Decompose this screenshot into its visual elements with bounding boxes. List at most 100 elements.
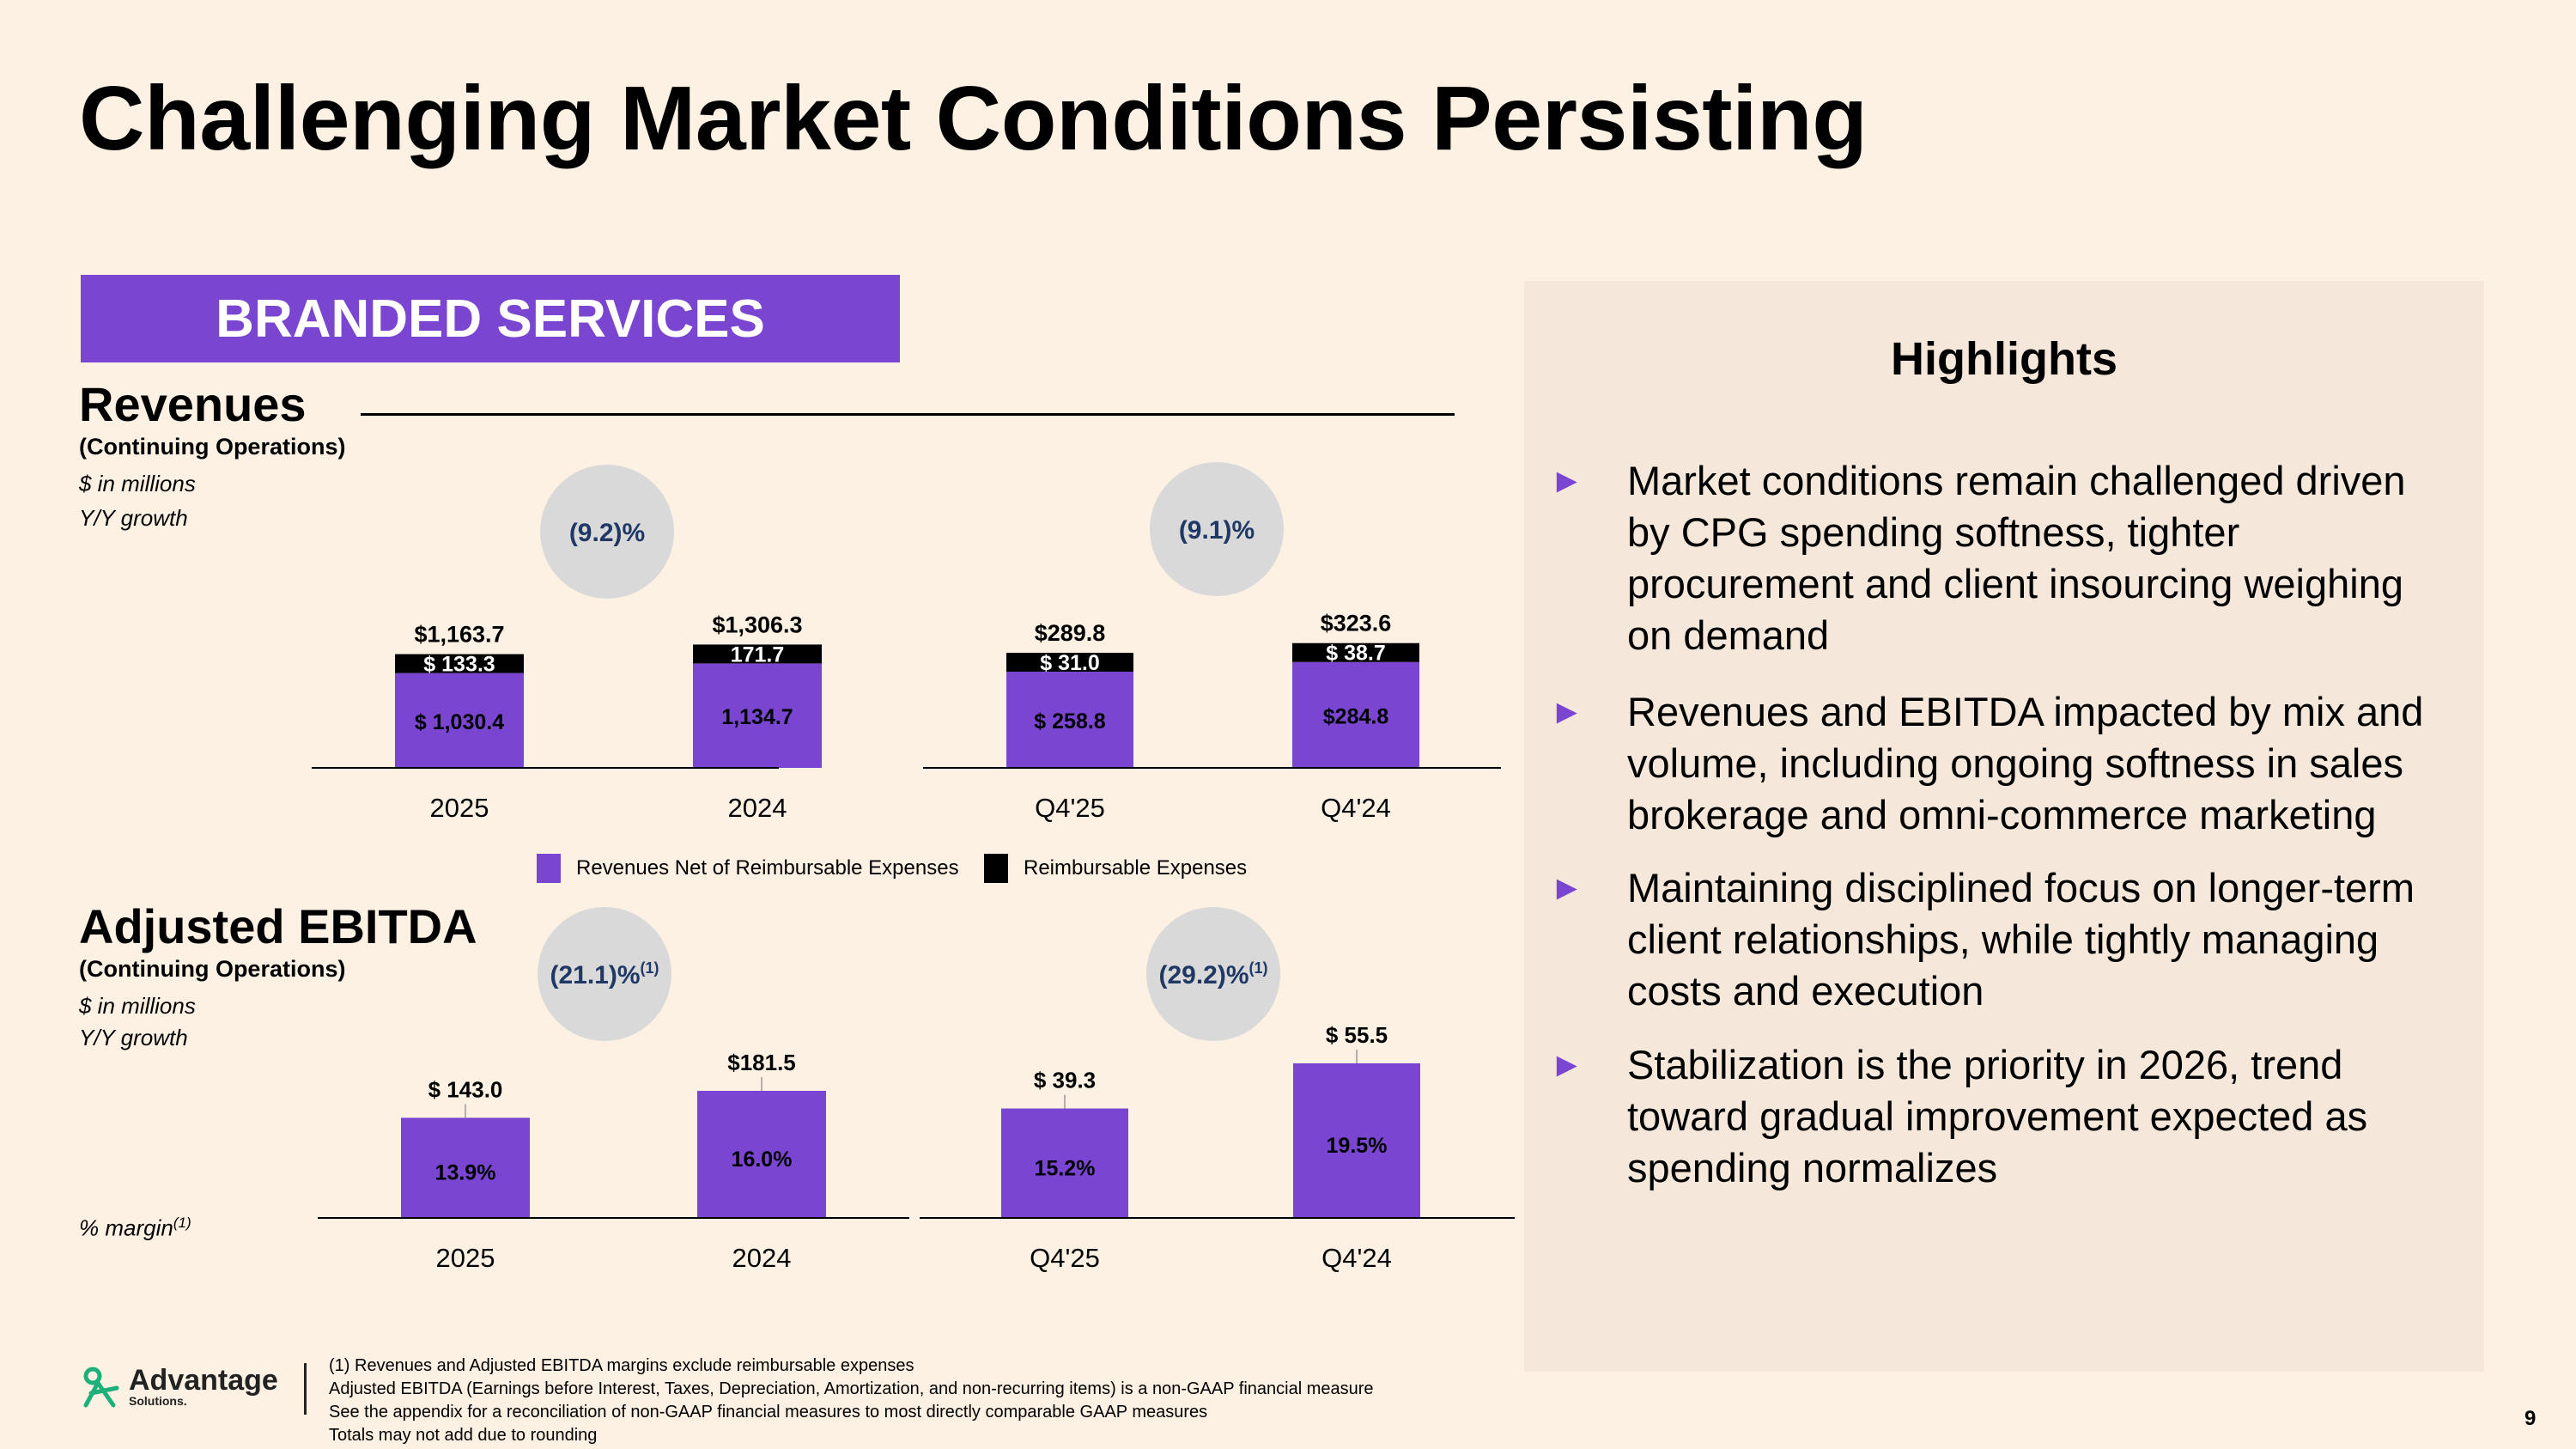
revenues-unit-note: $ in millions: [79, 471, 196, 496]
bar-reimb-label: $ 133.3: [423, 653, 495, 677]
bar-margin-label: 15.2%: [1035, 1156, 1096, 1180]
highlight-line: spending normalizes: [1627, 1145, 1998, 1190]
growth-bubble: [540, 465, 674, 599]
bar-ebitda: [697, 1091, 826, 1218]
bar-reimb-label: 171.7: [731, 642, 785, 667]
page-number: 9: [2524, 1407, 2537, 1430]
highlight-line: Maintaining disciplined focus on longer-…: [1627, 865, 2415, 910]
highlight-line: costs and execution: [1627, 968, 1984, 1014]
revenues-title: Revenues: [79, 377, 307, 431]
category-label: Q4'25: [1035, 793, 1105, 823]
revenues-annual-chart: (9.2)% $ 1,030.4 $ 133.3 $1,163.7 2025 1,134.…: [312, 465, 822, 823]
ebitda-title: Adjusted EBITDA: [79, 899, 477, 953]
ebitda-quarter-chart: (29.2)%(1) $ 39.3 15.2% Q4'25 $ 55.5 19.5% Q4'…: [920, 907, 1515, 1273]
bullet-arrow-icon: ►: [1550, 693, 1584, 731]
legend-net-label: Revenues Net of Reimbursable Expenses: [576, 856, 959, 880]
bar-reimb-label: $ 31.0: [1040, 651, 1100, 675]
legend-net: Revenues Net of Reimbursable Expenses: [537, 854, 959, 883]
bar-total-label: $1,306.3: [712, 612, 802, 637]
bar-net-label: $ 258.8: [1034, 709, 1106, 734]
category-label: 2024: [728, 793, 787, 823]
highlight-line: client relationships, while tightly mana…: [1627, 916, 2379, 962]
footnote: (1) Revenues and Adjusted EBITDA margins…: [329, 1356, 914, 1375]
highlight-line: Market conditions remain challenged driv…: [1627, 458, 2406, 503]
legend-reimb: Reimbursable Expenses: [984, 854, 1247, 883]
page-title: Challenging Market Conditions Persisting: [79, 68, 1868, 169]
highlight-line: by CPG spending softness, tighter: [1627, 509, 2240, 555]
highlight-text: Revenues and EBITDA impacted by mix and v…: [1627, 686, 2486, 841]
legend-reimb-label: Reimbursable Expenses: [1024, 856, 1248, 880]
highlight-line: brokerage and omni-commerce marketing: [1627, 792, 2377, 837]
highlights-panel: Highlights ► Market conditions remain cha…: [1524, 281, 2484, 1372]
legend-net-swatch: [537, 854, 561, 883]
bar-value-label: $181.5: [727, 1050, 796, 1075]
ebitda-growth-note: Y/Y growth: [79, 1025, 188, 1050]
bullet-arrow-icon: ►: [1550, 1046, 1584, 1084]
bar-net-label: $284.8: [1323, 704, 1389, 728]
category-label: Q4'24: [1321, 1243, 1392, 1273]
footnote: Totals may not add due to rounding: [329, 1426, 598, 1445]
bar-reimb-label: $ 38.7: [1326, 642, 1386, 666]
bar-reimbursable: [1292, 642, 1419, 662]
ebitda-margin-note-sup: (1): [173, 1215, 191, 1231]
footnotes: (1) Revenues and Adjusted EBITDA margins…: [329, 1355, 1374, 1447]
bullet-arrow-icon: ►: [1550, 462, 1584, 500]
logo-name: Advantage: [129, 1364, 278, 1397]
footnote: See the appendix for a reconciliation of…: [329, 1403, 1208, 1422]
highlight-text: Maintaining disciplined focus on longer-…: [1627, 862, 2486, 1017]
advantage-logo-icon: [83, 1367, 119, 1408]
growth-bubble: [538, 907, 671, 1041]
bullet-arrow-icon: ►: [1550, 869, 1584, 907]
bar-net-label: $ 1,030.4: [415, 710, 504, 734]
category-label: Q4'24: [1321, 793, 1391, 823]
growth-bubble: [1146, 907, 1280, 1041]
category-label: 2025: [430, 793, 489, 823]
category-label: Q4'25: [1030, 1243, 1100, 1273]
bar-total-label: $289.8: [1035, 620, 1106, 646]
highlights-title: Highlights: [1891, 333, 2117, 385]
growth-label: (9.1)%: [1179, 516, 1255, 545]
legend-reimb-swatch: [984, 854, 1008, 883]
bar-reimbursable: [395, 654, 524, 673]
bar-ebitda: [401, 1117, 530, 1218]
bar-margin-label: 13.9%: [435, 1161, 496, 1185]
bar-ebitda: [1001, 1108, 1128, 1218]
growth-label: (9.2)%: [569, 519, 645, 547]
revenues-growth-note: Y/Y growth: [79, 505, 188, 531]
bar-net: [1292, 661, 1419, 768]
bar-total-label: $1,163.7: [414, 622, 504, 648]
growth-label: (29.2)%(1): [1158, 959, 1267, 989]
highlight-line: on demand: [1627, 612, 1830, 658]
bar-value-label: $ 143.0: [428, 1076, 503, 1102]
highlight-line: Revenues and EBITDA impacted by mix and: [1627, 689, 2424, 734]
highlight-line: toward gradual improvement expected as: [1627, 1093, 2368, 1139]
logo-subtitle: Solutions.: [129, 1394, 187, 1408]
footnote: Adjusted EBITDA (Earnings before Interes…: [329, 1379, 1374, 1398]
bar-margin-label: 16.0%: [732, 1148, 793, 1172]
growth-label: (21.1)%(1): [550, 959, 659, 989]
highlight-line: volume, including ongoing softness in sa…: [1627, 740, 2403, 786]
category-label: 2024: [732, 1243, 792, 1273]
category-label: 2025: [436, 1243, 495, 1273]
bar-net: [693, 663, 822, 768]
bar-net: [1006, 672, 1133, 768]
ebitda-subtitle: (Continuing Operations): [79, 956, 346, 982]
segment-banner: BRANDED SERVICES: [81, 275, 900, 362]
ebitda-margin-note-text: % margin: [79, 1215, 173, 1241]
bar-net-label: 1,134.7: [721, 705, 793, 729]
bar-ebitda: [1293, 1063, 1420, 1218]
revenues-subtitle: (Continuing Operations): [79, 434, 346, 460]
ebitda-margin-note: % margin(1): [79, 1215, 191, 1242]
revenues-divider: [361, 413, 1455, 416]
ebitda-unit-note: $ in millions: [79, 993, 196, 1019]
revenues-quarter-chart: (9.1)% $ 258.8 $ 31.0 $289.8 Q4'25 $284.8 $ 38…: [923, 462, 1501, 823]
highlight-text: Market conditions remain challenged driv…: [1627, 455, 2486, 661]
growth-bubble: [1150, 462, 1284, 596]
bar-reimbursable: [693, 644, 822, 664]
bar-total-label: $323.6: [1321, 611, 1392, 636]
bar-net: [395, 673, 524, 768]
bar-value-label: $ 39.3: [1034, 1068, 1096, 1093]
highlight-line: Stabilization is the priority in 2026, t…: [1627, 1042, 2343, 1087]
footer-divider: [304, 1363, 307, 1415]
company-logo: Advantage Solutions.: [79, 1366, 278, 1409]
